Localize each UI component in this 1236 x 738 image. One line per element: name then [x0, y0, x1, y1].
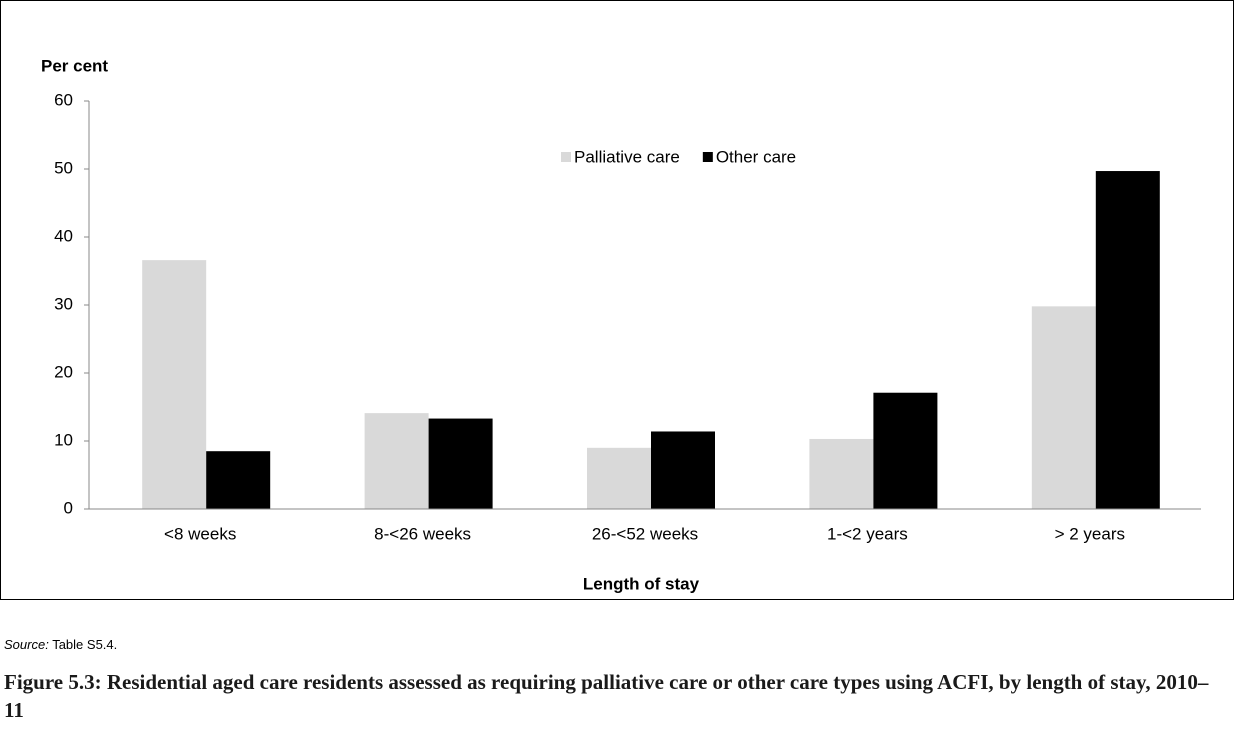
- bar: [809, 438, 874, 509]
- legend-swatch: [561, 152, 571, 162]
- chart-frame: Per cent Length of stay 0 10 20 30 40 50 60 <8 …: [0, 0, 1234, 600]
- y-tick-label: 0: [64, 498, 73, 517]
- bar: [1095, 171, 1160, 510]
- y-tick-label: 60: [54, 90, 73, 109]
- y-tick-label: 20: [54, 362, 73, 381]
- bar: [651, 431, 715, 509]
- bar: [1031, 306, 1096, 509]
- y-tick-label: 10: [54, 430, 73, 449]
- chart: Per cent Length of stay 0 10 20 30 40 50 60 <8 …: [41, 56, 1201, 593]
- y-tick-label: 50: [54, 158, 73, 177]
- y-tick-label: 30: [54, 294, 73, 313]
- source-label: Source:: [4, 637, 49, 652]
- y-axis-title: Per cent: [41, 56, 108, 75]
- x-axis-title: Length of stay: [583, 574, 700, 593]
- x-tick-label: 1-<2 years: [827, 524, 908, 543]
- x-tick-label: <8 weeks: [164, 524, 236, 543]
- source: Source: Table S5.4.: [4, 637, 117, 652]
- source-text: Table S5.4.: [52, 637, 118, 652]
- bar: [873, 392, 938, 509]
- y-tick-label: 40: [54, 226, 73, 245]
- legend-label: Palliative care: [574, 147, 680, 166]
- legend-swatch: [702, 152, 713, 162]
- bar: [428, 418, 493, 509]
- x-tick-label: 26-<52 weeks: [592, 524, 698, 543]
- caption: Figure 5.3: Residential aged care reside…: [4, 670, 1209, 722]
- bar: [587, 447, 651, 509]
- legend-label: Other care: [716, 147, 796, 166]
- bar: [142, 260, 207, 509]
- x-tick-label: 8-<26 weeks: [374, 524, 471, 543]
- bar: [206, 451, 271, 509]
- bar: [364, 413, 429, 509]
- x-tick-label: > 2 years: [1055, 524, 1125, 543]
